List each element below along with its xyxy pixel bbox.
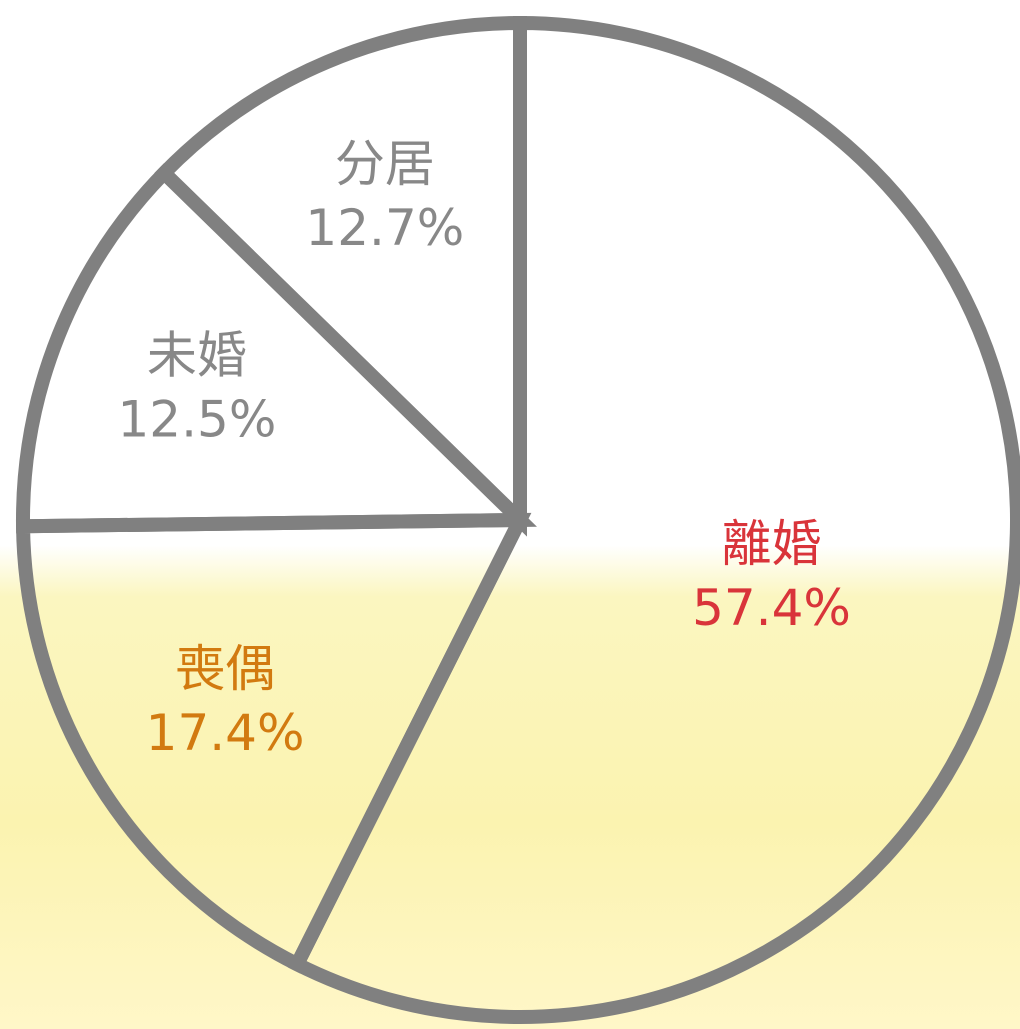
pie-slice <box>15 512 532 974</box>
slice-category-label: 喪偶 <box>175 640 275 698</box>
pie-slice <box>16 163 537 534</box>
slice-category-label: 分居 <box>335 135 435 193</box>
slice-value-label: 57.4% <box>692 579 851 637</box>
slice-category-label: 離婚 <box>721 515 821 573</box>
slice-value-label: 12.7% <box>305 199 464 257</box>
pie-slice <box>287 15 1020 1024</box>
slice-value-label: 12.5% <box>118 390 277 448</box>
pie-slice <box>154 15 527 537</box>
slice-category-label: 未婚 <box>147 326 247 384</box>
slice-value-label: 17.4% <box>146 704 305 762</box>
